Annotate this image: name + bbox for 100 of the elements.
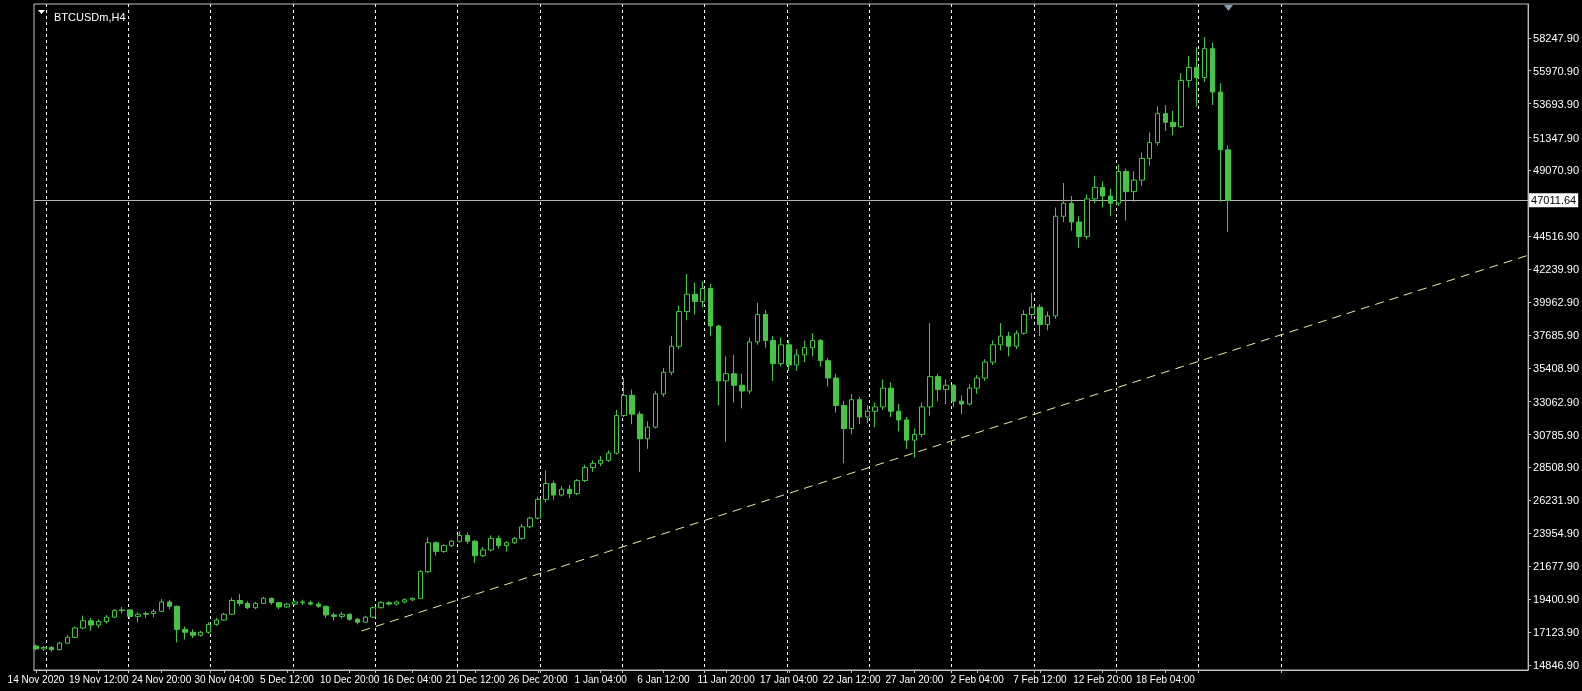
candlestick (49, 645, 54, 653)
candlestick (276, 601, 282, 610)
x-tick-label: 27 Jan 20:00 (885, 673, 944, 685)
y-tick-label: 37685.90 (1533, 328, 1580, 341)
x-tick-label: 6 Jan 12:00 (637, 673, 690, 685)
x-tick-label: 14 Nov 2020 (7, 673, 65, 685)
candlestick (418, 569, 423, 600)
candlestick (1029, 292, 1035, 320)
candlestick (88, 617, 94, 632)
candlestick (65, 634, 70, 645)
x-tick-label: 12 Feb 20:00 (1073, 673, 1133, 685)
candlestick (1045, 311, 1050, 331)
candlestick (676, 305, 682, 350)
candlestick (190, 628, 196, 639)
candlestick (708, 283, 713, 337)
candlestick (967, 383, 972, 406)
candlestick (221, 612, 227, 622)
candlestick (1210, 42, 1215, 106)
y-tick-label: 39962.90 (1533, 296, 1580, 308)
candlestick (1218, 82, 1223, 203)
candlestick (825, 357, 831, 388)
x-tick-label: 21 Dec 12:00 (445, 673, 506, 685)
candlestick (245, 600, 250, 610)
candlestick (151, 608, 156, 618)
ref-line-label: 47011.64 (1531, 194, 1577, 207)
candlestick (645, 420, 650, 450)
candlestick (543, 469, 549, 503)
candlestick (253, 601, 258, 610)
candlestick (433, 540, 439, 557)
candlestick (512, 536, 517, 545)
candlestick (261, 596, 266, 605)
candlestick (755, 302, 760, 346)
candlestick (747, 337, 752, 395)
candlestick (363, 615, 368, 624)
y-tick-label: 53693.90 (1533, 97, 1580, 110)
candlestick (637, 410, 643, 473)
candlestick (347, 613, 352, 622)
candlestick (96, 618, 101, 629)
x-tick-label: 18 Feb 04:00 (1135, 673, 1196, 685)
candlestick (590, 459, 596, 473)
candlestick (778, 337, 784, 367)
candlestick (457, 530, 462, 544)
candlestick (1021, 309, 1027, 336)
candlestick (300, 599, 305, 606)
candlestick (465, 532, 470, 545)
candlestick (653, 390, 658, 430)
candlestick (763, 309, 768, 349)
candlestick (229, 597, 235, 616)
candlestick (167, 599, 172, 610)
candlestick (355, 617, 360, 625)
candlestick (1076, 215, 1082, 249)
candlestick (951, 383, 956, 408)
candlestick (284, 602, 290, 609)
y-tick-label: 28508.90 (1533, 461, 1580, 474)
candlestick (159, 598, 164, 613)
candlestick (112, 608, 117, 619)
candlestick (488, 535, 494, 552)
candlestick (519, 523, 525, 541)
candlestick (206, 621, 211, 635)
candlestick (182, 626, 188, 641)
candlestick (794, 348, 799, 372)
candlestick (959, 394, 964, 415)
candlestick (802, 339, 807, 363)
candlestick (394, 600, 399, 607)
candlestick (833, 373, 839, 414)
candlestick (308, 600, 313, 607)
candlestick (1092, 175, 1098, 204)
candlestick (535, 495, 541, 521)
candlestick (896, 403, 901, 432)
y-tick-label: 33062.90 (1533, 395, 1580, 408)
candlestick (214, 617, 219, 627)
candlestick (386, 600, 392, 607)
candlestick (841, 400, 847, 464)
candlestick (127, 608, 133, 620)
candlestick (135, 611, 141, 623)
candlestick (551, 480, 556, 500)
candlestick (402, 597, 407, 604)
candlestick (370, 605, 376, 619)
x-tick-label: 11 Jan 20:00 (697, 673, 756, 685)
text: BTCUSDm,H4 (54, 10, 126, 23)
candlestick (1123, 168, 1129, 222)
candlestick (1084, 194, 1090, 240)
candlestick (1202, 36, 1207, 83)
candlestick (606, 449, 611, 463)
candlestick (1108, 188, 1113, 217)
candlestick (927, 322, 933, 417)
candlestick (1131, 170, 1137, 203)
candlestick (527, 516, 533, 529)
candlestick (786, 339, 792, 372)
y-tick-label: 55970.90 (1533, 64, 1580, 77)
candlestick (582, 464, 588, 483)
x-tick-label: 30 Nov 04:00 (194, 673, 255, 685)
candlestick (692, 282, 698, 315)
candlestick (739, 373, 745, 409)
y-tick-label: 19400.90 (1533, 593, 1580, 606)
candlestick (292, 600, 298, 607)
candlestick (982, 358, 988, 382)
candlestick (810, 332, 815, 357)
candlestick (818, 338, 823, 367)
candlestick (731, 354, 737, 404)
